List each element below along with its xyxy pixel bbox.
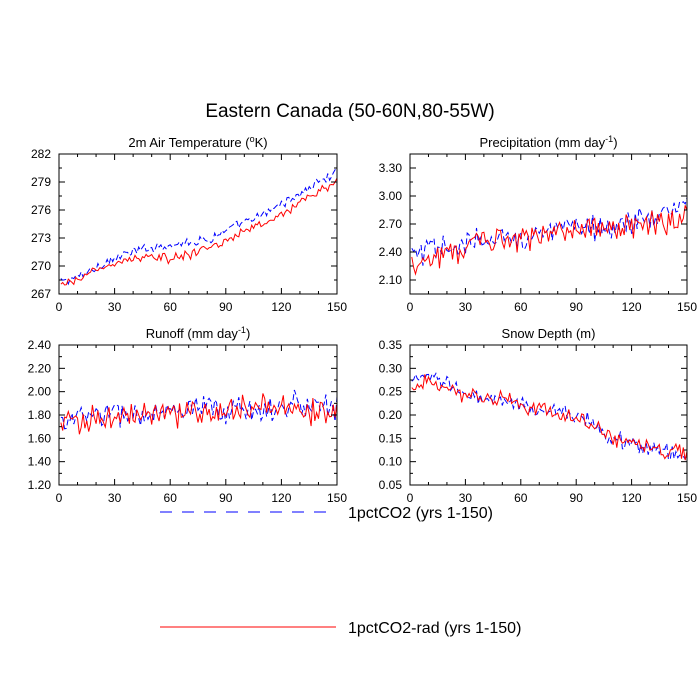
panel-4: Snow Depth (m) 0 30 60 90 120 150 0.05 0.10 0.15 0… [379, 326, 698, 505]
y-tick-label: 2.00 [28, 385, 52, 399]
y-tick-label: 2.10 [379, 273, 403, 287]
panels: 2m Air Temperature (oK) 0 30 60 90 120 150 267 2… [28, 134, 698, 505]
series-1pctco2-rad-line [411, 374, 687, 461]
y-tick-label: 0.10 [379, 455, 403, 469]
y-tick-label: 282 [31, 147, 51, 161]
panel-2: Precipitation (mm day-1) 0 30 60 90 120 150 2.1… [379, 134, 698, 314]
x-tick-label: 90 [570, 300, 584, 314]
series-1pctco2-line [411, 197, 687, 266]
x-tick-label: 0 [56, 300, 63, 314]
x-tick-label: 150 [327, 491, 347, 505]
legend: 1pctCO2 (yrs 1-150) 1pctCO2-rad (yrs 1-15… [160, 505, 521, 637]
y-tick-label: 276 [31, 203, 51, 217]
x-tick-label: 150 [677, 300, 697, 314]
y-tick-label: 3.00 [379, 189, 403, 203]
x-tick-label: 90 [570, 491, 584, 505]
y-tick-label: 1.60 [28, 431, 52, 445]
y-tick-label: 3.30 [379, 161, 403, 175]
series-1pctco2-rad-line [60, 393, 337, 435]
y-tick-label: 2.40 [28, 338, 52, 352]
x-tick-label: 30 [108, 491, 122, 505]
x-tick-label: 150 [327, 300, 347, 314]
x-tick-label: 30 [108, 300, 122, 314]
plot-frame [409, 153, 688, 295]
x-tick-label: 150 [677, 491, 697, 505]
y-tick-label: 0.05 [379, 478, 403, 492]
panel-title: Runoff (mm day-1) [146, 325, 251, 341]
series-group [60, 167, 337, 286]
y-tick-label: 0.15 [379, 431, 403, 445]
y-tick-label: 267 [31, 287, 51, 301]
y-tick-label: 273 [31, 231, 51, 245]
y-tick-label: 0.20 [379, 408, 403, 422]
series-group [60, 389, 337, 435]
x-tick-label: 90 [219, 491, 233, 505]
series-group [411, 197, 687, 276]
x-tick-label: 120 [271, 300, 291, 314]
y-tick-label: 0.25 [379, 385, 403, 399]
series-1pctco2-rad-line [411, 205, 687, 276]
panel-title: Precipitation (mm day-1) [479, 134, 617, 150]
x-tick-label: 60 [164, 491, 178, 505]
series-1pctco2-rad-line [60, 177, 337, 286]
y-tick-label: 1.40 [28, 455, 52, 469]
y-tick-label: 2.20 [28, 361, 52, 375]
y-tick-label: 1.80 [28, 408, 52, 422]
series-group [411, 372, 687, 461]
y-tick-label: 0.30 [379, 361, 403, 375]
x-tick-label: 60 [514, 491, 528, 505]
x-tick-label: 120 [622, 491, 642, 505]
y-tick-label: 1.20 [28, 478, 52, 492]
x-tick-label: 0 [407, 491, 414, 505]
x-tick-label: 60 [164, 300, 178, 314]
x-tick-label: 30 [459, 300, 473, 314]
y-tick-label: 279 [31, 175, 51, 189]
legend-label: 1pctCO2-rad (yrs 1-150) [348, 620, 521, 637]
x-tick-label: 30 [459, 491, 473, 505]
x-tick-label: 0 [407, 300, 414, 314]
figure-title: Eastern Canada (50-60N,80-55W) [205, 101, 494, 122]
panel-3: Runoff (mm day-1) 0 30 60 90 120 150 1.20 1.40 1.… [28, 325, 348, 505]
x-tick-label: 0 [56, 491, 63, 505]
x-tick-label: 60 [514, 300, 528, 314]
panel-title: 2m Air Temperature (oK) [128, 134, 267, 150]
plot-frame [409, 344, 688, 486]
plot-frame [58, 153, 338, 295]
x-tick-label: 120 [271, 491, 291, 505]
series-1pctco2-line [60, 389, 337, 430]
y-tick-label: 0.35 [379, 338, 403, 352]
legend-label: 1pctCO2 (yrs 1-150) [348, 505, 493, 522]
x-tick-label: 90 [219, 300, 233, 314]
y-tick-label: 2.70 [379, 217, 403, 231]
y-tick-label: 2.40 [379, 245, 403, 259]
panel-title: Snow Depth (m) [502, 326, 596, 341]
y-tick-label: 270 [31, 259, 51, 273]
series-1pctco2-line [60, 167, 337, 286]
panel-1: 2m Air Temperature (oK) 0 30 60 90 120 150 267 2… [31, 134, 347, 314]
x-tick-label: 120 [622, 300, 642, 314]
